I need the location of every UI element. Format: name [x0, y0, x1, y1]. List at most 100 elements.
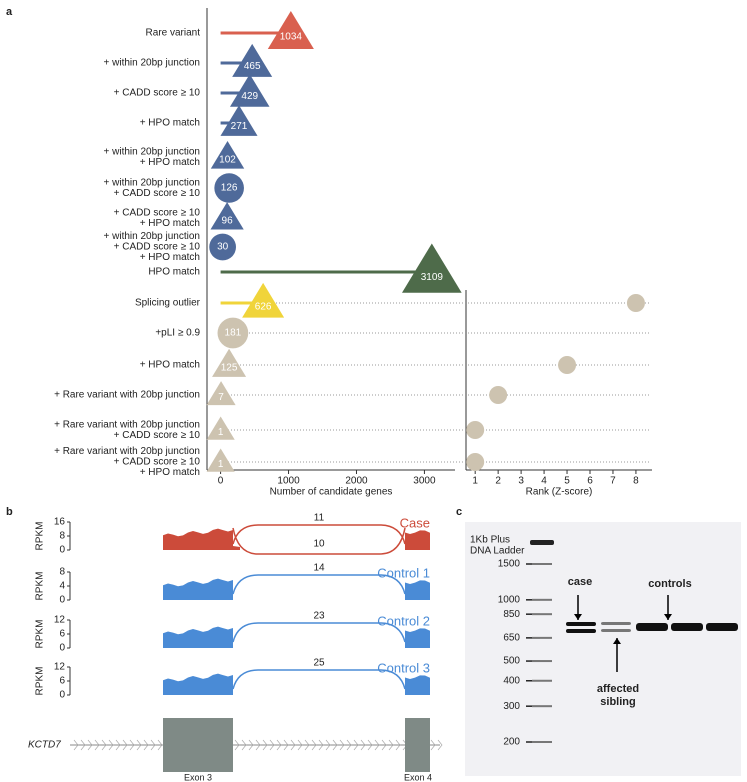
- band: [601, 629, 631, 632]
- chevron: [255, 739, 261, 751]
- chevron: [157, 739, 163, 751]
- chevron: [325, 739, 331, 751]
- row-label: + HPO match: [140, 218, 200, 229]
- chevron: [290, 739, 296, 751]
- junction-count: 23: [313, 611, 325, 622]
- x-tick-label: 7: [610, 476, 616, 487]
- rank-point: [466, 421, 485, 439]
- row-label: + Rare variant with 20bp junction: [54, 390, 200, 401]
- chevron: [339, 739, 345, 751]
- y-tick-label: 0: [59, 545, 65, 556]
- chevron: [388, 739, 394, 751]
- y-tick-label: 4: [59, 581, 65, 592]
- junction-count: 11: [314, 513, 325, 524]
- y-axis-label: RPKM: [35, 522, 46, 551]
- junction-arc: [232, 524, 406, 545]
- ladder-size: 200: [503, 737, 520, 748]
- row-label: Rare variant: [146, 28, 201, 39]
- exon: [405, 718, 430, 772]
- annotation: sibling: [600, 696, 635, 708]
- annotation: case: [568, 576, 592, 588]
- marker: [210, 141, 245, 169]
- chevron: [73, 739, 79, 751]
- value-label: 126: [221, 183, 238, 194]
- panel-letter: b: [6, 506, 13, 518]
- gene-name: KCTD7: [28, 740, 61, 751]
- row-label: + HPO match: [140, 252, 200, 263]
- marker: [212, 348, 247, 377]
- chevron: [80, 739, 86, 751]
- row-label: + HPO match: [140, 157, 200, 168]
- chevron: [150, 739, 156, 751]
- track-name: Control 1: [377, 565, 430, 580]
- marker: [217, 317, 249, 349]
- rank-point: [489, 386, 508, 404]
- chevron: [311, 739, 317, 751]
- marker: [206, 448, 235, 472]
- value-label: 271: [231, 121, 248, 132]
- chevron: [143, 739, 149, 751]
- x-tick-label: 3000: [413, 476, 436, 487]
- ladder-size: 650: [503, 633, 520, 644]
- value-label: 429: [241, 91, 258, 102]
- chevron: [346, 739, 352, 751]
- marker: [206, 381, 236, 406]
- chevron: [297, 739, 303, 751]
- band: [566, 622, 596, 626]
- band: [671, 623, 703, 631]
- chevron: [395, 739, 401, 751]
- coverage: [163, 673, 430, 695]
- chevron: [129, 739, 135, 751]
- y-tick-label: 0: [59, 690, 65, 701]
- ladder-band: [532, 636, 552, 639]
- chevron: [262, 739, 268, 751]
- value-label: 96: [222, 216, 234, 227]
- gel: [465, 522, 741, 776]
- row-label: + within 20bp junction: [104, 146, 200, 157]
- marker: [229, 74, 270, 107]
- value-label: 465: [244, 61, 261, 72]
- marker: [242, 282, 285, 318]
- chevron: [122, 739, 128, 751]
- junction-arc: [232, 669, 406, 690]
- exon-label: Exon 4: [404, 772, 432, 782]
- marker: [210, 202, 244, 230]
- row-label: + CADD score ≥ 10: [114, 242, 201, 253]
- junction-arc: [232, 622, 406, 643]
- band: [706, 623, 738, 631]
- x-tick-label: 3: [518, 476, 524, 487]
- rank-point: [558, 356, 577, 374]
- row-label: + CADD score ≥ 10: [114, 207, 201, 218]
- chevron: [241, 739, 247, 751]
- y-axis-label: RPKM: [35, 620, 46, 649]
- row-label: + CADD score ≥ 10: [114, 457, 201, 468]
- y-tick-label: 6: [59, 676, 65, 687]
- x-tick-label: 2000: [345, 476, 368, 487]
- marker: [267, 10, 314, 50]
- row-label: + CADD score ≥ 10: [114, 188, 201, 199]
- row-label: Splicing outlier: [135, 298, 201, 309]
- row-label: + within 20bp junction: [104, 58, 200, 69]
- ladder-band: [532, 679, 552, 682]
- value-label: 1: [218, 459, 224, 470]
- ladder-band: [532, 705, 552, 708]
- chevron: [367, 739, 373, 751]
- value-label: 626: [255, 301, 272, 312]
- row-label: + CADD score ≥ 10: [114, 88, 201, 99]
- junction-arc: [232, 574, 406, 595]
- rank-point: [466, 453, 485, 471]
- track-name: Control 3: [377, 660, 430, 675]
- ladder-band: [532, 613, 552, 616]
- ladder-band: [532, 563, 552, 565]
- ladder-band: [532, 741, 552, 743]
- exon: [163, 718, 233, 772]
- coverage: [163, 626, 430, 648]
- ladder-size: 1500: [498, 559, 521, 570]
- y-tick-label: 12: [54, 615, 66, 626]
- track-name: Case: [400, 515, 430, 530]
- chevron: [318, 739, 324, 751]
- row-label: +pLI ≥ 0.9: [155, 328, 200, 339]
- band: [566, 629, 596, 633]
- ladder-band: [532, 660, 552, 663]
- y-axis-label: RPKM: [35, 667, 46, 696]
